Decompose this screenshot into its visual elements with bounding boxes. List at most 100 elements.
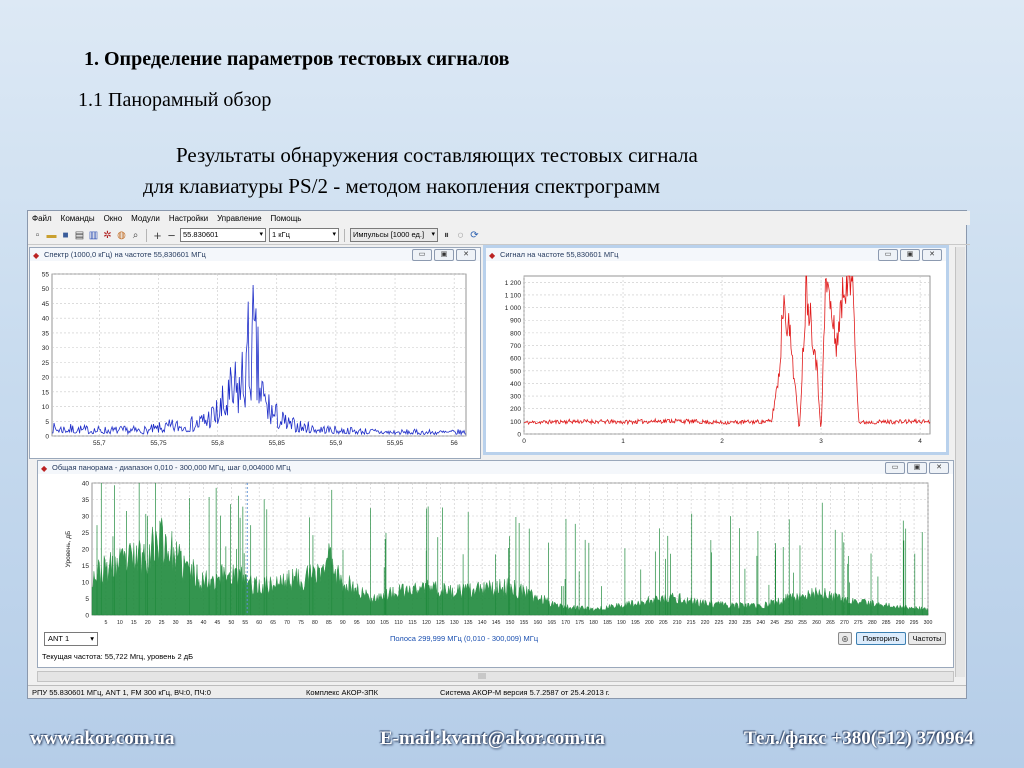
menu-modules[interactable]: Модули: [131, 213, 160, 223]
y-tick-label: 20: [82, 547, 90, 554]
x-tick-label: 230: [729, 620, 738, 626]
y-tick-label: 40: [82, 481, 90, 488]
y-tick-label: 25: [82, 530, 90, 537]
x-tick-label: 200: [645, 620, 654, 626]
y-tick-label: 700: [510, 343, 521, 350]
x-tick-label: 235: [743, 620, 752, 626]
close-button[interactable]: ✕: [929, 462, 949, 474]
analysis-icon[interactable]: ✲: [103, 229, 112, 241]
x-tick-label: 20: [145, 620, 151, 626]
document-icon[interactable]: ▤: [74, 229, 85, 241]
footer-website[interactable]: www.akor.com.ua: [30, 728, 175, 749]
x-tick-label: 75: [298, 620, 304, 626]
y-tick-label: 0: [517, 432, 521, 439]
new-file-icon[interactable]: ▫: [35, 229, 40, 241]
y-tick-label: 5: [85, 596, 89, 603]
y-tick-label: 30: [42, 345, 50, 352]
x-tick-label: 110: [394, 620, 402, 626]
mode-select[interactable]: Импульсы [1000 ед.] ▾: [350, 228, 438, 242]
y-tick-label: 1 000: [505, 305, 522, 312]
refresh-icon[interactable]: ⟳: [470, 229, 479, 241]
menu-commands[interactable]: Команды: [60, 213, 95, 223]
chevron-down-icon: ▾: [259, 231, 263, 238]
minimize-button[interactable]: ▭: [885, 462, 905, 474]
x-tick-label: 105: [380, 620, 389, 626]
bandwidth-select[interactable]: 1 кГц ▾: [269, 228, 339, 242]
plus-icon[interactable]: +: [153, 227, 162, 243]
spectrum-chart: 0 5 10 15 20 25 30 35 40 45 50 55 55,7 55,75 55,8 55,85…: [42, 272, 467, 447]
x-tick-label: 215: [687, 620, 696, 626]
vertical-scrollbar[interactable]: [955, 247, 965, 677]
minimize-button[interactable]: ▭: [412, 249, 432, 261]
y-tick-label: 35: [42, 330, 50, 337]
x-tick-label: 185: [603, 620, 612, 626]
status-system: Система АКОР-М версия 5.7.2587 от 25.4.2…: [440, 687, 610, 697]
close-button[interactable]: ✕: [922, 249, 942, 261]
x-tick-label: 56: [451, 440, 459, 447]
x-tick-label: 10: [117, 620, 123, 626]
chevron-down-icon: ▾: [431, 231, 435, 238]
x-tick-label: 195: [631, 620, 640, 626]
x-tick-label: 35: [187, 620, 193, 626]
zoom-icon[interactable]: ⌕: [132, 229, 139, 241]
menu-window[interactable]: Окно: [103, 213, 123, 223]
band-info: Полоса 299,999 МГц (0,010 - 300,009) МГц: [390, 634, 539, 643]
spectrum-window: ◆ Спектр (1000,0 кГц) на частоте 55,8306…: [29, 247, 481, 459]
spectrum-icon[interactable]: ▥: [88, 229, 99, 241]
y-tick-label: 10: [42, 404, 50, 411]
x-tick-label: 250: [784, 620, 793, 626]
minus-icon[interactable]: −: [167, 227, 176, 243]
maximize-button[interactable]: ▣: [900, 249, 920, 261]
plot-area: [51, 273, 467, 437]
record-icon[interactable]: ◌: [457, 229, 464, 241]
toolbar-separator: [146, 228, 147, 242]
menu-settings[interactable]: Настройки: [168, 213, 209, 223]
y-tick-label: 30: [82, 514, 90, 521]
settings-icon[interactable]: ◎: [838, 632, 852, 645]
y-tick-label: 35: [82, 497, 90, 504]
x-tick-label: 170: [561, 620, 570, 626]
frequency-input[interactable]: 55.830601 ▾: [180, 228, 266, 242]
y-tick-label: 900: [510, 318, 521, 325]
x-tick-label: 95: [354, 620, 360, 626]
x-tick-label: 2: [720, 438, 724, 445]
signal-window-icon: ◆: [489, 251, 496, 260]
x-tick-label: 225: [715, 620, 724, 626]
menu-help[interactable]: Помощь: [270, 213, 302, 223]
slide-description-line2: для клавиатуры PS/2 - методом накопления…: [143, 174, 661, 198]
palette-icon[interactable]: ◍: [117, 229, 126, 241]
panorama-chart: 0 5 10 15 20 25 30 35 40 5 10 15 20 25 30 35 40 45 50 55 60 6…: [65, 481, 932, 627]
maximize-button[interactable]: ▣: [434, 249, 454, 261]
pause-icon[interactable]: ⏸: [444, 229, 449, 241]
maximize-button[interactable]: ▣: [907, 462, 927, 474]
open-folder-icon[interactable]: ▬: [46, 229, 57, 241]
close-button[interactable]: ✕: [456, 249, 476, 261]
x-tick-label: 160: [534, 620, 543, 626]
horizontal-scrollbar[interactable]: [37, 671, 954, 682]
status-receiver: РПУ 55.830601 МГц, ANT 1, FM 300 кГц, ВЧ…: [32, 687, 211, 697]
x-tick-label: 205: [659, 620, 668, 626]
x-tick-label: 140: [478, 620, 487, 626]
footer-email[interactable]: E-mail:kvant@akor.com.ua: [380, 728, 605, 749]
y-tick-label: 500: [510, 368, 521, 375]
repeat-button[interactable]: Повторить: [856, 632, 906, 645]
scrollbar-thumb[interactable]: [478, 673, 486, 679]
x-tick-label: 55,7: [93, 440, 106, 447]
minimize-button[interactable]: ▭: [878, 249, 898, 261]
x-tick-label: 40: [201, 620, 207, 626]
x-tick-label: 80: [312, 620, 318, 626]
y-axis-label: Уровень, дБ: [65, 531, 72, 568]
frequencies-button[interactable]: Частоты: [908, 632, 946, 645]
menu-file[interactable]: Файл: [32, 213, 52, 223]
x-tick-label: 50: [228, 620, 234, 626]
x-tick-label: 285: [882, 620, 891, 626]
chevron-down-icon: ▾: [90, 634, 94, 643]
x-tick-label: 70: [284, 620, 290, 626]
y-tick-label: 45: [42, 301, 50, 308]
x-tick-label: 265: [826, 620, 835, 626]
menu-control[interactable]: Управление: [217, 213, 262, 223]
status-bar: РПУ 55.830601 МГц, ANT 1, FM 300 кГц, ВЧ…: [28, 685, 966, 698]
antenna-select[interactable]: ANT 1 ▾: [44, 632, 98, 646]
save-icon[interactable]: ■: [62, 229, 69, 241]
x-tick-label: 55,85: [269, 440, 286, 447]
